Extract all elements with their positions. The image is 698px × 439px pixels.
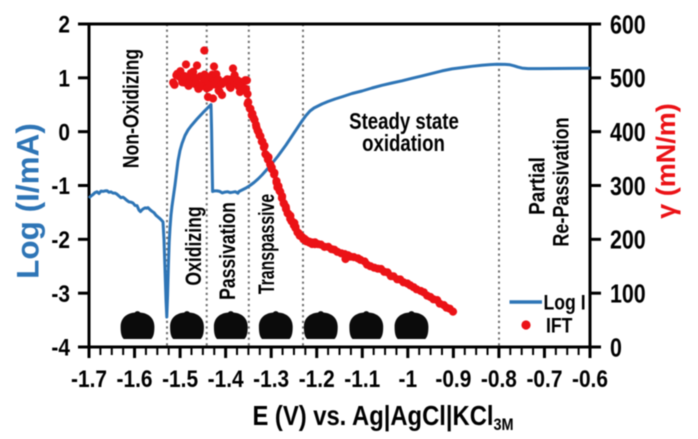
- svg-text:Non-Oxidizing: Non-Oxidizing: [120, 49, 144, 168]
- svg-text:-1.5: -1.5: [162, 366, 198, 393]
- svg-text:-1.1: -1.1: [344, 366, 380, 393]
- svg-text:-0.7: -0.7: [526, 366, 562, 393]
- svg-text:0: 0: [610, 334, 622, 362]
- svg-text:1: 1: [58, 65, 70, 92]
- svg-text:-2: -2: [51, 227, 70, 254]
- svg-text:Re-Passivation: Re-Passivation: [550, 117, 574, 246]
- svg-text:-1.4: -1.4: [208, 366, 244, 393]
- svg-text:300: 300: [610, 172, 646, 200]
- svg-text:-1.6: -1.6: [117, 366, 153, 393]
- svg-text:-1.7: -1.7: [71, 366, 107, 393]
- svg-text:Transpassive: Transpassive: [255, 194, 279, 294]
- svg-text:IFT: IFT: [546, 314, 573, 338]
- svg-text:0: 0: [58, 119, 70, 146]
- svg-text:-0.6: -0.6: [572, 366, 608, 393]
- svg-text:200: 200: [610, 226, 646, 254]
- svg-text:-3: -3: [51, 281, 70, 308]
- svg-text:Partial: Partial: [525, 157, 550, 215]
- svg-text:-0.8: -0.8: [481, 366, 517, 393]
- svg-text:2: 2: [58, 11, 70, 38]
- svg-text:-1: -1: [51, 173, 70, 200]
- svg-text:γ (mN/m): γ (mN/m): [651, 103, 681, 219]
- svg-text:Oxidizing: Oxidizing: [182, 206, 206, 285]
- svg-text:100: 100: [610, 280, 646, 308]
- svg-text:-1.3: -1.3: [253, 366, 289, 393]
- svg-text:Log (I/mA): Log (I/mA): [10, 123, 46, 279]
- svg-text:-1.2: -1.2: [299, 366, 335, 393]
- svg-text:400: 400: [610, 118, 646, 146]
- svg-text:-1: -1: [399, 366, 418, 393]
- svg-text:600: 600: [610, 11, 646, 39]
- svg-text:Passivation: Passivation: [216, 202, 240, 300]
- svg-text:E (V) vs. Ag|AgCl|KCl3M: E (V) vs. Ag|AgCl|KCl3M: [252, 399, 513, 434]
- svg-text:oxidation: oxidation: [362, 131, 445, 156]
- svg-text:Log I: Log I: [544, 291, 586, 315]
- svg-text:-4: -4: [51, 334, 70, 361]
- svg-text:500: 500: [610, 64, 646, 92]
- svg-text:Steady state: Steady state: [349, 109, 459, 134]
- svg-text:-0.9: -0.9: [435, 366, 471, 393]
